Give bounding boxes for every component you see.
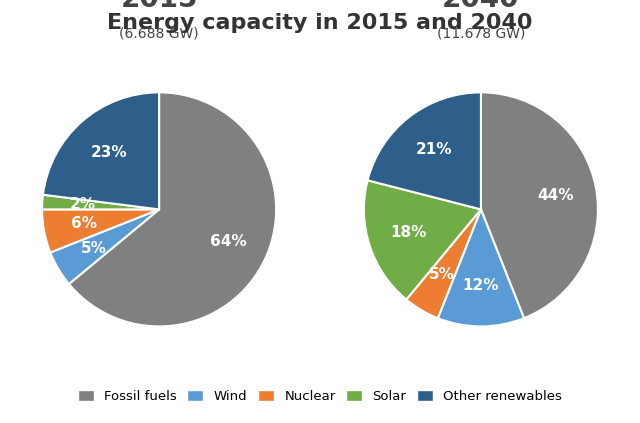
Wedge shape [69, 92, 276, 327]
Text: 2040: 2040 [442, 0, 520, 13]
Wedge shape [481, 92, 598, 318]
Text: 5%: 5% [429, 267, 455, 283]
Text: 18%: 18% [390, 225, 427, 240]
Text: 21%: 21% [416, 142, 452, 157]
Text: 64%: 64% [210, 234, 246, 249]
Text: 12%: 12% [463, 278, 499, 293]
Wedge shape [42, 209, 159, 253]
Text: 2%: 2% [70, 197, 96, 212]
Wedge shape [364, 180, 481, 299]
Text: 23%: 23% [90, 145, 127, 160]
Text: 5%: 5% [81, 241, 106, 255]
Wedge shape [42, 195, 159, 209]
Wedge shape [43, 92, 159, 209]
Wedge shape [438, 209, 524, 327]
Text: 6%: 6% [72, 216, 97, 231]
Text: (6.688 GW): (6.688 GW) [119, 27, 199, 41]
Text: 44%: 44% [538, 188, 574, 203]
Legend: Fossil fuels, Wind, Nuclear, Solar, Other renewables: Fossil fuels, Wind, Nuclear, Solar, Othe… [72, 385, 568, 408]
Wedge shape [406, 209, 481, 318]
Text: (11.678 GW): (11.678 GW) [436, 27, 525, 41]
Text: Energy capacity in 2015 and 2040: Energy capacity in 2015 and 2040 [108, 13, 532, 33]
Wedge shape [51, 209, 159, 284]
Text: 2015: 2015 [120, 0, 198, 13]
Wedge shape [367, 92, 481, 209]
